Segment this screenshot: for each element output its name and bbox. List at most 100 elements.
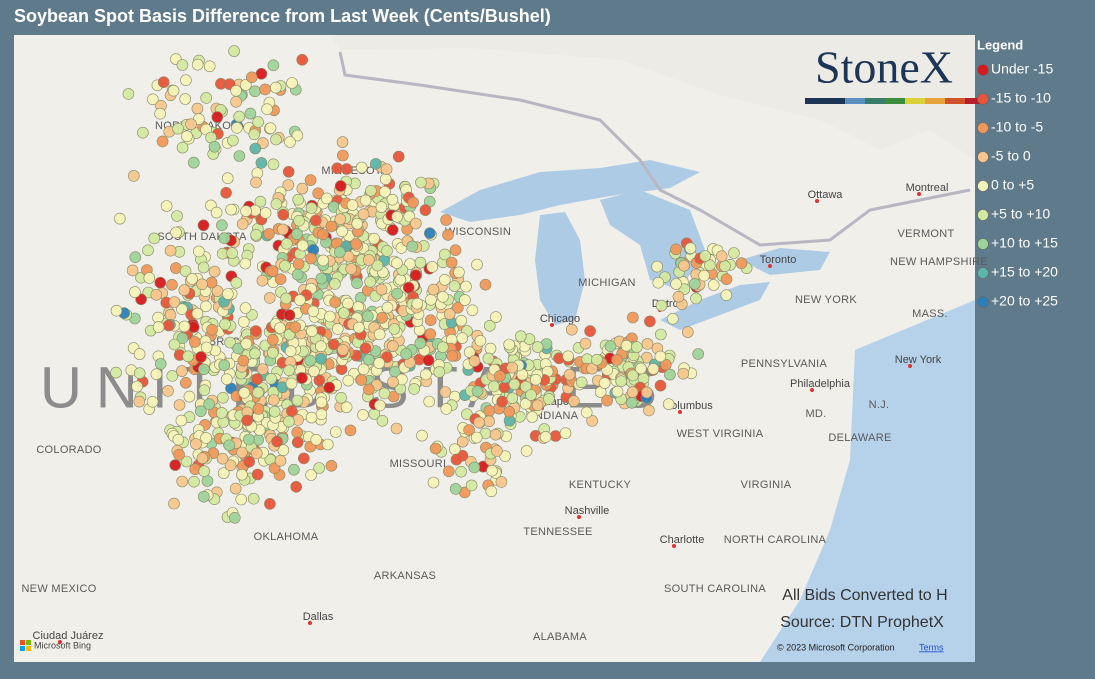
bid-dot — [670, 278, 682, 290]
bid-dot — [264, 498, 276, 510]
bid-dot — [440, 214, 452, 226]
bid-dot — [463, 424, 475, 436]
bid-dot — [604, 340, 617, 353]
bid-dot — [288, 463, 300, 476]
bid-dot — [333, 246, 346, 258]
bid-dot — [239, 302, 252, 314]
bid-dot — [677, 367, 690, 380]
bid-dot — [391, 211, 403, 223]
bid-dot — [374, 399, 386, 412]
bid-dot — [226, 247, 238, 259]
bid-dot — [191, 102, 204, 115]
bid-dot — [448, 443, 461, 456]
bid-dot — [437, 341, 449, 354]
bid-dot — [654, 328, 667, 341]
bid-dot — [346, 199, 359, 211]
bid-dot — [344, 424, 357, 437]
bid-dot — [659, 358, 672, 371]
bid-dot — [381, 301, 394, 314]
bid-dot — [611, 385, 624, 398]
bid-dot — [703, 259, 716, 272]
bid-dot — [179, 265, 192, 278]
bid-dot — [309, 214, 322, 227]
bid-dot — [407, 196, 419, 209]
bid-dot — [361, 310, 374, 323]
bid-dot — [249, 142, 262, 155]
bid-dot — [334, 213, 347, 225]
bid-dot — [531, 341, 544, 353]
city-label: Philadelphia — [790, 378, 851, 390]
bid-dot — [423, 227, 436, 239]
bid-dot — [164, 308, 177, 321]
bid-dot — [459, 294, 471, 306]
bid-dot — [420, 368, 432, 381]
bid-dot — [218, 232, 231, 244]
city-label: Montreal — [906, 182, 949, 194]
bid-dot — [237, 354, 250, 367]
bid-dot — [489, 428, 502, 441]
bid-dot — [131, 380, 143, 393]
bid-dot — [167, 84, 180, 97]
logo-stripe — [845, 98, 865, 104]
bid-dot — [611, 354, 623, 366]
bid-dot — [575, 376, 588, 389]
bid-dot — [180, 455, 193, 468]
legend-label: 0 to +5 — [991, 177, 1034, 193]
bid-dot — [170, 262, 182, 274]
bid-dot — [239, 257, 252, 270]
bid-dot — [437, 290, 449, 303]
bid-dot — [263, 292, 276, 304]
bid-dot — [181, 130, 193, 143]
bid-dot — [250, 229, 262, 241]
bid-dot — [249, 85, 261, 98]
bid-dot — [471, 385, 484, 398]
bid-dot — [198, 363, 210, 376]
bid-dot — [195, 351, 207, 363]
bid-dot — [559, 427, 572, 440]
ocean — [760, 300, 975, 662]
bid-dot — [150, 368, 163, 381]
bid-dot — [455, 314, 468, 327]
bid-dot — [402, 281, 415, 294]
bid-dot — [519, 397, 532, 410]
bid-dot — [142, 244, 154, 257]
bid-dot — [133, 395, 146, 408]
terms-link[interactable]: Terms — [919, 642, 944, 652]
bid-dot — [293, 214, 305, 227]
logo-stripe — [925, 98, 945, 104]
bid-dot — [200, 432, 212, 444]
bid-dot — [728, 247, 740, 259]
bid-dot — [168, 497, 180, 510]
logo-stripe — [805, 98, 825, 104]
bid-dot — [598, 377, 611, 389]
bid-dot — [183, 390, 196, 403]
state-label: ARKANSAS — [374, 570, 436, 582]
bid-dot — [438, 248, 451, 261]
bid-dot — [110, 366, 122, 379]
bid-dot — [442, 465, 455, 478]
bid-dot — [259, 83, 271, 96]
bid-dot — [307, 305, 320, 318]
bid-dot — [208, 265, 221, 278]
bid-dot — [201, 475, 214, 487]
bid-dot — [334, 180, 347, 192]
bid-dot — [291, 129, 304, 142]
bid-dot — [200, 341, 213, 354]
bid-dot — [218, 359, 230, 372]
bid-dot — [211, 111, 224, 123]
bid-dot — [735, 257, 748, 270]
bid-dot — [162, 319, 175, 332]
legend-label: -15 to -10 — [991, 90, 1051, 106]
bid-dot — [308, 365, 320, 378]
bid-dot — [466, 304, 479, 317]
bid-dot — [506, 392, 519, 405]
bid-dot — [255, 157, 268, 169]
bid-dot — [176, 59, 189, 71]
bid-dot — [265, 372, 277, 385]
logo-stripe — [865, 98, 885, 104]
bid-dot — [210, 206, 223, 219]
bid-dot — [268, 405, 281, 418]
bid-dot — [408, 383, 420, 395]
legend-swatch — [977, 151, 989, 163]
bid-dot — [338, 307, 350, 319]
